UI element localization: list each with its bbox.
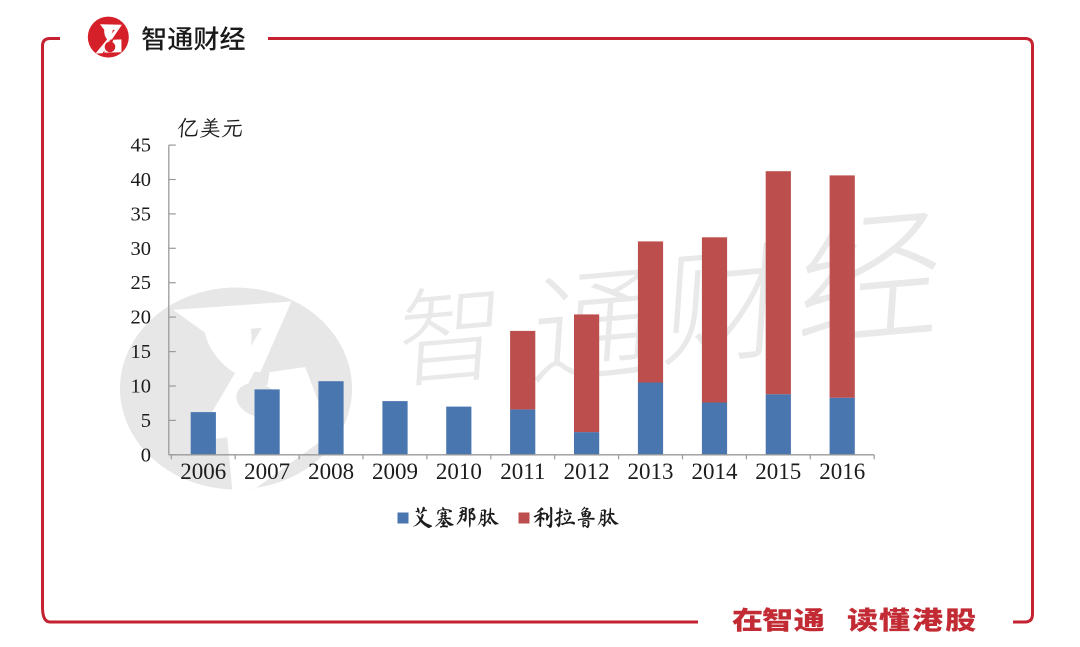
svg-text:0: 0 xyxy=(141,444,151,466)
svg-text:2016: 2016 xyxy=(819,459,865,484)
svg-text:2014: 2014 xyxy=(692,459,739,484)
svg-text:2010: 2010 xyxy=(436,459,482,484)
svg-text:30: 30 xyxy=(131,238,152,260)
svg-text:40: 40 xyxy=(131,169,152,191)
svg-text:10: 10 xyxy=(131,376,152,398)
svg-text:45: 45 xyxy=(131,135,152,157)
svg-text:2015: 2015 xyxy=(755,459,801,484)
svg-text:2007: 2007 xyxy=(244,459,290,484)
svg-text:20: 20 xyxy=(131,307,152,329)
svg-text:2006: 2006 xyxy=(180,459,226,484)
svg-text:35: 35 xyxy=(131,203,152,225)
svg-text:5: 5 xyxy=(141,410,151,432)
svg-text:2013: 2013 xyxy=(628,459,674,484)
svg-text:2012: 2012 xyxy=(564,459,610,484)
svg-text:2011: 2011 xyxy=(500,459,545,484)
svg-text:25: 25 xyxy=(131,272,152,294)
svg-text:15: 15 xyxy=(131,341,152,363)
svg-text:2009: 2009 xyxy=(372,459,418,484)
svg-text:2008: 2008 xyxy=(308,459,354,484)
